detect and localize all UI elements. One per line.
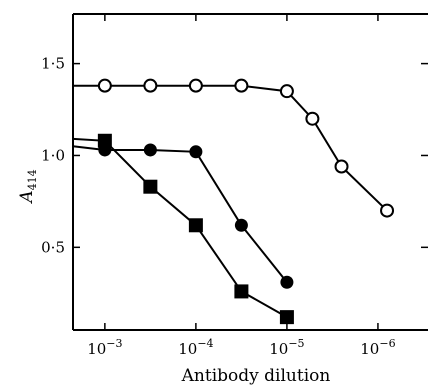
filled-circle-point <box>280 275 294 289</box>
x-tick-label-base: 10 <box>87 340 106 358</box>
series-layer <box>72 78 395 325</box>
filled-circle-point <box>234 218 248 232</box>
y-tick-label: 1·5 <box>41 55 65 73</box>
series-line <box>73 84 388 212</box>
filled-square-point <box>234 284 249 299</box>
open-circle-point <box>143 78 158 93</box>
series-line <box>72 145 288 283</box>
x-axis-title: Antibody dilution <box>181 366 331 386</box>
x-tick-label-exponent: −5 <box>288 337 304 350</box>
filled-circle-point <box>189 145 203 159</box>
y-axis-title-main: A <box>17 190 37 204</box>
x-tick-label-base: 10 <box>269 340 288 358</box>
x-tick-label: 10−6 <box>360 337 395 358</box>
open-circle-point <box>97 78 112 93</box>
x-tick-label-exponent: −3 <box>106 337 122 350</box>
x-ticks: 10−3 10−4 10−5 10−6 <box>87 14 396 358</box>
series-open-circle <box>73 78 395 218</box>
x-tick-label-exponent: −6 <box>379 337 395 350</box>
y-axis-title: A414 <box>17 169 39 204</box>
x-tick-label-base: 10 <box>178 340 197 358</box>
series-filled-square <box>72 133 294 325</box>
filled-square-point <box>97 133 112 148</box>
filled-circle-point <box>143 143 157 157</box>
open-circle-point <box>234 78 249 93</box>
y-tick-label: 0·5 <box>41 238 65 256</box>
filled-square-point <box>188 218 203 233</box>
filled-square-point <box>143 179 158 194</box>
y-tick-label: 1·0 <box>41 146 65 164</box>
series-filled-circle <box>72 143 294 289</box>
open-circle-point <box>305 111 320 126</box>
series-line <box>72 137 288 318</box>
filled-square-point <box>279 310 294 325</box>
open-circle-point <box>380 203 395 218</box>
x-tick-label-exponent: −4 <box>197 337 213 350</box>
y-axis-title-sub: 414 <box>26 169 39 190</box>
open-circle-point <box>188 78 203 93</box>
x-tick-label: 10−3 <box>87 337 122 358</box>
open-circle-point <box>334 159 349 174</box>
y-ticks: 0·5 1·0 1·5 <box>41 55 428 256</box>
x-tick-label: 10−4 <box>178 337 213 358</box>
plot-frame <box>72 13 428 331</box>
x-tick-label: 10−5 <box>269 337 304 358</box>
open-circle-point <box>279 84 294 99</box>
x-tick-label-base: 10 <box>360 340 379 358</box>
